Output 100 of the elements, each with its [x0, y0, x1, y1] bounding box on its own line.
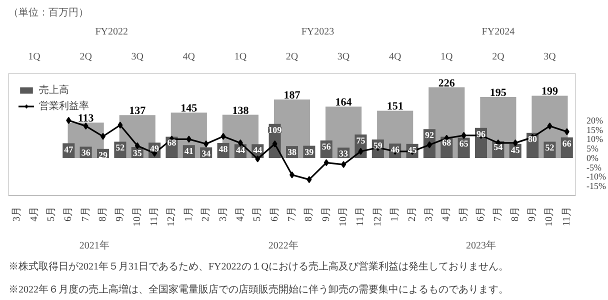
data-label: 52: [545, 142, 555, 153]
text: 3Q: [544, 52, 557, 62]
text: FY2024: [482, 26, 515, 38]
x-tick-label: 3月: [12, 206, 23, 222]
text: 1Q: [440, 52, 454, 62]
text: ※株式取得日が2021年５月31日であるため、FY2022の１Qにおける売上高及び営業利益は発生しておりません。: [8, 260, 509, 272]
x-tick-label: 4月: [28, 206, 40, 222]
x-tick-label: 5月: [252, 206, 264, 222]
text: 3Q: [131, 52, 144, 62]
x-tick-label: 12月: [166, 206, 178, 226]
x-tick-label: 5月: [46, 206, 57, 222]
x-tick-label: 3月: [424, 206, 435, 222]
x-tick-label: 2月: [406, 206, 418, 222]
data-label: 137: [129, 105, 146, 118]
x-tick-label: 2月: [200, 206, 212, 222]
data-label: 195: [490, 86, 507, 99]
text: 2023年: [466, 240, 496, 252]
y2-tick-label: 0%: [586, 152, 599, 163]
text: FY2023: [301, 26, 334, 38]
text: 2Q: [80, 52, 93, 62]
x-tick-label: 11月: [149, 206, 160, 226]
text: FY2022: [95, 26, 128, 38]
data-label: 68: [167, 138, 177, 148]
data-label: 59: [373, 140, 383, 151]
x-tick-label: 9月: [320, 206, 332, 222]
x-tick-label: 9月: [527, 206, 538, 222]
data-label: 46: [390, 144, 400, 155]
data-label: 38: [288, 147, 297, 158]
text: 2Q: [492, 52, 506, 62]
text: 2021年: [79, 240, 110, 252]
x-tick-label: 10月: [544, 206, 556, 226]
x-tick-label: 4月: [441, 206, 452, 222]
data-label: 36: [81, 148, 91, 158]
text: （単位：百万円）: [8, 6, 88, 18]
x-tick-label: 11月: [355, 206, 366, 226]
text: 1Q: [28, 52, 42, 62]
x-tick-label: 5月: [458, 206, 470, 222]
data-label: 65: [459, 138, 469, 149]
x-tick-label: 8月: [304, 206, 315, 222]
x-tick-label: 8月: [510, 206, 521, 222]
data-label: 187: [284, 89, 301, 102]
data-label: 44: [253, 145, 263, 156]
data-label: 45: [510, 144, 520, 155]
data-label: 45: [408, 144, 418, 155]
x-tick-label: 7月: [286, 206, 298, 222]
legend-label: 売上高: [39, 84, 69, 97]
y2-tick-label: -10%: [586, 172, 606, 182]
data-label: 49: [150, 144, 160, 154]
text: 2022年: [268, 240, 298, 252]
x-tick-label: 8月: [98, 206, 108, 222]
x-tick-label: 6月: [269, 206, 280, 222]
x-tick-label: 10月: [132, 206, 143, 226]
data-label: 138: [232, 104, 250, 117]
x-tick-label: 1月: [390, 206, 401, 222]
y2-tick-label: 20%: [586, 115, 604, 126]
data-label: 39: [304, 146, 314, 157]
data-label: 92: [424, 130, 434, 140]
data-label: 56: [322, 141, 332, 152]
x-tick-label: 12月: [372, 206, 384, 226]
legend-label: 営業利益率: [39, 100, 89, 113]
text: 4Q: [182, 52, 196, 62]
x-tick-label: 10月: [338, 206, 350, 226]
text: 3Q: [337, 52, 350, 62]
data-label: 75: [356, 136, 366, 146]
x-tick-label: 3月: [218, 206, 229, 222]
x-tick-label: 4月: [234, 206, 246, 222]
x-tick-label: 6月: [63, 206, 74, 222]
data-label: 29: [98, 150, 108, 160]
text: 1Q: [234, 52, 248, 62]
x-tick-label: 1月: [183, 206, 194, 222]
text: 4Q: [388, 52, 402, 62]
y2-tick-label: -5%: [586, 162, 602, 172]
data-label: 145: [180, 102, 198, 115]
x-tick-label: 11月: [561, 206, 572, 226]
y2-tick-label: -15%: [586, 181, 606, 192]
data-label: 199: [541, 86, 558, 98]
x-tick-label: 6月: [476, 206, 486, 222]
x-tick-label: 7月: [492, 206, 504, 222]
data-label: 226: [438, 77, 456, 90]
data-label: 41: [184, 146, 194, 156]
data-label: 54: [494, 142, 504, 152]
y2-tick-label: 15%: [586, 124, 604, 135]
data-label: 52: [116, 142, 126, 153]
data-label: 48: [218, 144, 228, 154]
data-label: 33: [339, 148, 349, 159]
y2-tick-label: 5%: [586, 144, 599, 154]
data-label: 68: [442, 138, 452, 148]
data-label: 164: [335, 96, 352, 109]
x-tick-label: 7月: [80, 206, 92, 222]
data-label: 113: [78, 112, 94, 125]
text: 2Q: [286, 52, 299, 62]
data-label: 35: [132, 148, 142, 158]
data-label: 34: [202, 148, 212, 158]
text: ※2022年６月度の売上高増は、全国家電量販店での店頭販売開始に伴う卸売の需要集中によるものであります。: [8, 284, 508, 296]
data-label: 47: [64, 144, 74, 154]
data-label: 80: [528, 134, 538, 144]
data-label: 96: [476, 128, 486, 139]
data-label: 44: [236, 145, 246, 156]
x-tick-label: 9月: [114, 206, 126, 222]
y2-tick-label: 10%: [586, 134, 604, 144]
